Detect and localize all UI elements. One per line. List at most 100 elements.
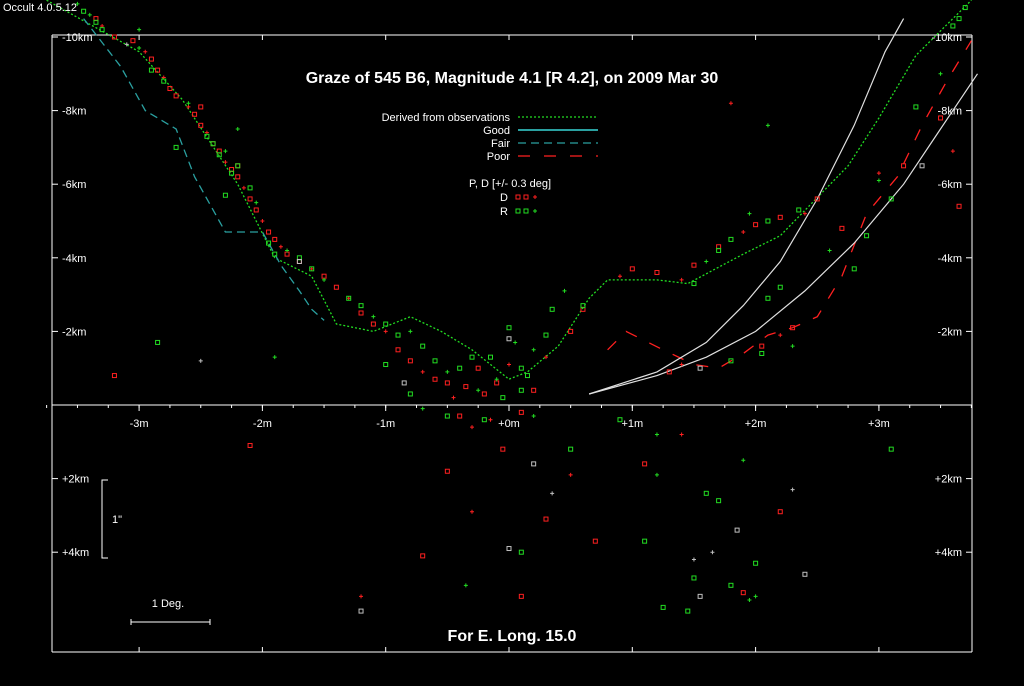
- point-marker: [716, 247, 722, 253]
- point-marker: [81, 8, 87, 14]
- y-tick-label-right: -4km: [938, 253, 962, 265]
- point-marker: [198, 122, 204, 128]
- point-marker: [629, 266, 635, 272]
- point-marker: [87, 12, 92, 17]
- series-line-0: [46, 0, 972, 380]
- point-marker: [956, 203, 962, 209]
- y-tick-label-right: +4km: [935, 547, 962, 559]
- point-marker: [124, 42, 129, 47]
- point-marker: [463, 583, 468, 588]
- point-marker: [790, 325, 796, 331]
- point-marker: [407, 391, 413, 397]
- y-tick-label-left: +4km: [62, 547, 89, 559]
- point-marker: [383, 321, 389, 327]
- x-tick-label: -1m: [376, 418, 395, 430]
- point-marker: [247, 185, 253, 191]
- legend-point-label: D: [500, 192, 508, 204]
- point-marker: [420, 343, 426, 349]
- x-tick-label: +3m: [868, 418, 890, 430]
- point-marker: [685, 608, 691, 614]
- point-marker: [753, 560, 759, 566]
- point-marker: [697, 593, 703, 599]
- point-marker: [444, 380, 450, 386]
- point-marker: [765, 123, 770, 128]
- point-marker: [518, 549, 524, 555]
- point-marker: [296, 258, 302, 264]
- y-tick-label-right: -8km: [938, 106, 962, 118]
- point-marker: [192, 111, 198, 117]
- point-marker: [241, 185, 246, 190]
- point-marker: [592, 538, 598, 544]
- point-marker: [531, 387, 537, 393]
- point-marker: [580, 303, 586, 309]
- point-marker: [266, 240, 272, 246]
- point-marker: [451, 395, 456, 400]
- point-marker: [155, 67, 161, 73]
- y-tick-label-right: +2km: [935, 474, 962, 486]
- point-marker: [155, 339, 161, 345]
- point-marker: [111, 373, 117, 379]
- point-marker: [888, 446, 894, 452]
- point-marker: [223, 160, 228, 165]
- y-tick-label-left: -6km: [62, 179, 86, 191]
- point-marker: [704, 259, 709, 264]
- point-marker: [962, 5, 968, 11]
- point-marker: [759, 343, 765, 349]
- point-marker: [235, 163, 241, 169]
- point-marker: [333, 284, 339, 290]
- point-marker: [284, 251, 290, 257]
- point-marker: [747, 598, 752, 603]
- point-marker: [470, 509, 475, 514]
- y-tick-label-left: +2km: [62, 474, 89, 486]
- point-marker: [210, 141, 216, 147]
- point-marker: [481, 417, 487, 423]
- point-marker: [247, 196, 253, 202]
- point-marker: [777, 214, 783, 220]
- point-marker: [562, 288, 567, 293]
- point-marker: [515, 208, 521, 214]
- point-marker: [876, 178, 881, 183]
- point-marker: [272, 355, 277, 360]
- point-marker: [679, 432, 684, 437]
- point-marker: [266, 229, 272, 235]
- point-marker: [802, 571, 808, 577]
- point-marker: [876, 171, 881, 176]
- observation-points: [75, 1, 968, 614]
- point-marker: [173, 144, 179, 150]
- point-marker: [523, 194, 529, 200]
- point-marker: [488, 417, 493, 422]
- point-marker: [543, 516, 549, 522]
- x-tick-label: -3m: [130, 418, 149, 430]
- point-marker: [223, 149, 228, 154]
- point-marker: [395, 332, 401, 338]
- horizontal-scale-label: 1 Deg.: [152, 598, 184, 610]
- point-marker: [524, 373, 530, 379]
- point-marker: [309, 266, 314, 271]
- point-marker: [691, 281, 697, 287]
- point-marker: [143, 49, 148, 54]
- point-marker: [851, 266, 857, 272]
- point-marker: [359, 594, 364, 599]
- point-marker: [660, 604, 666, 610]
- point-marker: [278, 244, 283, 249]
- x-tick-label: +1m: [621, 418, 643, 430]
- point-marker: [728, 358, 734, 364]
- y-tick-label-left: -8km: [62, 106, 86, 118]
- legend-line-label: Derived from observations: [382, 112, 511, 124]
- point-marker: [568, 472, 573, 477]
- y-tick-label-left: -10km: [62, 32, 93, 44]
- point-marker: [747, 211, 752, 216]
- point-marker: [679, 362, 684, 367]
- point-marker: [728, 582, 734, 588]
- series-line-1: [83, 18, 325, 321]
- point-marker: [617, 274, 622, 279]
- point-marker: [93, 19, 99, 25]
- point-marker: [796, 207, 802, 213]
- point-marker: [253, 207, 259, 213]
- point-marker: [401, 380, 407, 386]
- series-line-4: [588, 73, 978, 395]
- point-marker: [75, 1, 80, 6]
- point-marker: [740, 590, 746, 596]
- profile-lines: [46, 0, 978, 395]
